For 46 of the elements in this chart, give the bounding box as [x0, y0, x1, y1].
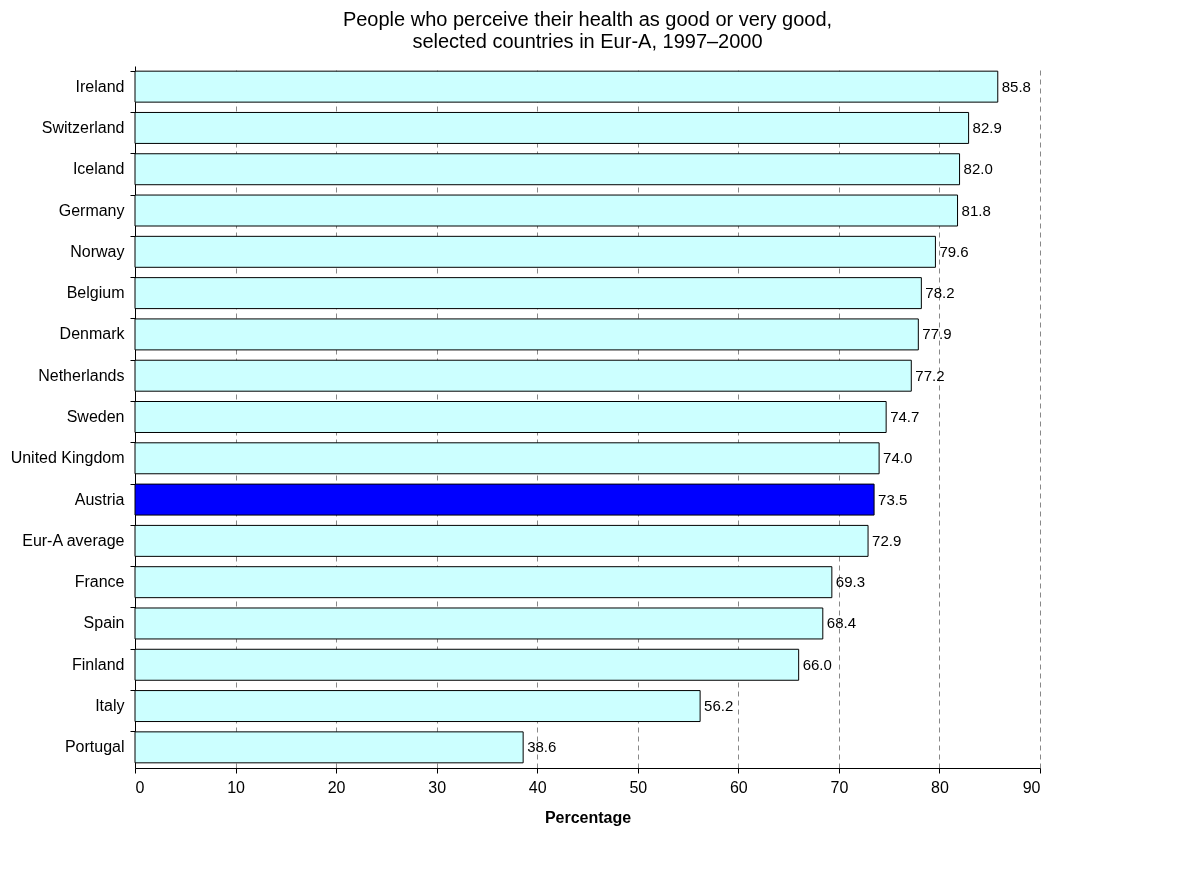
x-tick-label: 10: [227, 778, 246, 796]
y-tick-label: Spain: [83, 614, 125, 632]
x-tick-label: 60: [729, 778, 748, 796]
data-label: 68.4: [826, 614, 856, 632]
x-tick-label: 90: [1022, 778, 1041, 796]
data-label: 74.0: [883, 449, 913, 467]
y-tick-label: Iceland: [72, 160, 125, 178]
y-tick-label: Italy: [95, 697, 125, 715]
x-tick-label: 40: [528, 778, 547, 796]
y-tick-label: Ireland: [75, 77, 125, 95]
data-label: 72.9: [872, 531, 902, 549]
data-label: 66.0: [802, 655, 832, 673]
data-label: 79.6: [939, 242, 969, 260]
x-axis-title: Percentage: [544, 808, 632, 826]
x-tick-label: 0: [135, 778, 145, 796]
data-label: 74.7: [890, 408, 920, 425]
y-tick-label: Denmark: [59, 325, 126, 343]
y-tick-label: Sweden: [66, 408, 125, 425]
y-tick-label: France: [74, 573, 125, 591]
x-tick-label: 30: [428, 778, 447, 796]
y-tick-label: Portugal: [64, 738, 125, 756]
x-tick-label: 70: [830, 778, 849, 796]
x-tick-label: 80: [931, 778, 949, 796]
data-label: 81.8: [961, 201, 991, 219]
y-tick-label: United Kingdom: [10, 449, 125, 467]
data-label: 77.2: [915, 366, 945, 384]
y-tick-label: Netherlands: [38, 366, 125, 384]
data-label: 82.9: [972, 118, 1002, 136]
data-label: 85.8: [1001, 77, 1031, 95]
y-tick-label: Belgium: [66, 284, 125, 302]
x-tick-label: 50: [629, 778, 648, 796]
y-tick-label: Germany: [58, 201, 125, 219]
data-label: 77.9: [922, 325, 952, 343]
x-tick-label: 20: [327, 778, 346, 796]
data-label: 38.6: [527, 738, 557, 756]
y-tick-label: Switzerland: [41, 118, 125, 136]
y-tick-label: Finland: [72, 655, 125, 673]
y-tick-label: Norway: [70, 242, 125, 260]
data-label: 73.5: [878, 490, 908, 508]
data-label: 69.3: [835, 573, 866, 591]
chart-title: People who perceive their health as good or very good, selected countries in Eur-A, 1997–2000: [342, 8, 833, 52]
data-label: 82.0: [963, 160, 993, 178]
data-label: 78.2: [925, 284, 955, 302]
y-tick-label: Eur-A average: [22, 531, 125, 549]
y-tick-label: Austria: [74, 490, 125, 508]
data-label: 56.2: [704, 697, 734, 715]
